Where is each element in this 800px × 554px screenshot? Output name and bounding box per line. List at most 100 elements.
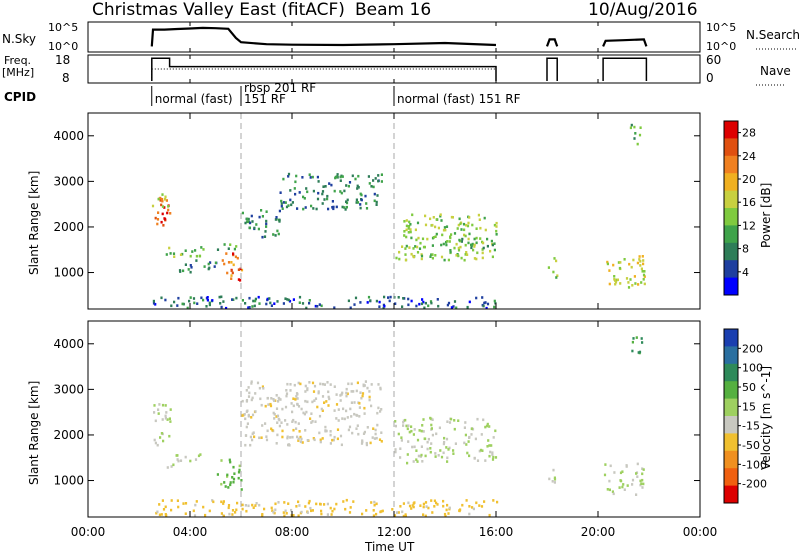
heat-cell [426, 440, 429, 444]
heat-cell [272, 233, 275, 236]
beam-label: Beam 16 [355, 0, 431, 20]
heat-cell [642, 482, 645, 486]
heat-cell [323, 198, 326, 201]
heat-cell [350, 390, 353, 393]
heat-cell [381, 509, 384, 513]
nsky-left-tick-bottom: 10^0 [48, 40, 78, 53]
heat-cell [333, 435, 336, 439]
heat-cell [483, 500, 486, 503]
heat-cell [629, 126, 632, 130]
colorbar-frame [723, 120, 739, 296]
heat-cell [355, 427, 358, 430]
heat-cell [376, 411, 379, 415]
heat-cell [157, 197, 160, 201]
heat-cell [445, 243, 448, 247]
heat-cell [307, 501, 310, 505]
heat-cell [173, 300, 176, 304]
nsky-frame [87, 21, 701, 53]
heat-cell [473, 243, 476, 247]
heat-cell [229, 243, 232, 246]
heat-cell [431, 256, 434, 260]
heat-cell [481, 449, 484, 452]
heat-cell [366, 301, 369, 304]
heat-cell [163, 206, 166, 209]
heat-cell [184, 263, 187, 266]
heat-cell [419, 504, 422, 507]
heat-cell [417, 236, 420, 240]
heat-cell [157, 211, 160, 214]
heat-cell [442, 228, 446, 232]
heat-cell [403, 230, 406, 233]
y-tick-label: 2000 [53, 220, 84, 234]
heat-cell [380, 431, 383, 434]
heat-cell [327, 207, 330, 211]
heat-cell [250, 382, 253, 385]
heat-cell [468, 216, 471, 219]
heat-cell [251, 396, 254, 400]
heat-cell [152, 302, 156, 305]
heat-cell [488, 444, 491, 447]
heat-cell [309, 176, 312, 179]
heat-cell [435, 432, 438, 436]
heat-cell [400, 436, 403, 439]
heat-cell [345, 205, 348, 209]
heat-cell [276, 229, 279, 233]
heat-cell [285, 205, 289, 209]
heat-cell [200, 296, 203, 300]
heat-cell [612, 492, 615, 496]
heat-cell [308, 381, 311, 384]
heat-cell [255, 223, 258, 226]
time-tick-label: 16:00 [479, 525, 514, 539]
heat-cell [311, 509, 314, 512]
heat-cell [287, 443, 290, 446]
heat-cell [230, 269, 233, 272]
heat-cell [302, 195, 305, 199]
heat-cell [494, 456, 498, 459]
heat-cell [366, 426, 369, 429]
heat-cell [317, 180, 320, 183]
heat-cell [547, 266, 550, 269]
heat-cell [492, 455, 495, 459]
colorbar-tick-label: 100 [742, 362, 763, 375]
heat-cell [278, 209, 281, 213]
heat-cell [410, 236, 413, 240]
heat-cell [642, 278, 645, 281]
heat-cell [464, 234, 467, 238]
heat-cell [484, 425, 487, 429]
heat-cell [408, 220, 411, 224]
heat-cell [340, 191, 343, 195]
heat-cell [493, 248, 496, 252]
heat-cell [623, 258, 626, 261]
heat-cell [223, 262, 226, 266]
colorbar-tick-label: 16 [742, 196, 756, 209]
colorbar-swatch [724, 416, 738, 434]
heat-cell [446, 456, 449, 460]
velocity-panel: 1000 2000 3000 4000 Slant Range [km] 200 100… [27, 320, 773, 518]
heat-cell [335, 175, 338, 179]
heat-cell [298, 504, 301, 507]
heat-cell [281, 407, 284, 411]
heat-cell [482, 304, 485, 308]
heat-cell [254, 504, 257, 507]
figure-title: Christmas Valley East (fitACF) [92, 0, 345, 20]
heat-cell [463, 233, 466, 237]
heat-cell [374, 428, 377, 432]
heat-cell [275, 407, 279, 410]
heat-cell [222, 514, 225, 518]
heat-cell [452, 452, 455, 455]
heat-cell [465, 499, 468, 502]
heat-cell [164, 414, 167, 418]
time-axis-label: Time UT [364, 540, 415, 554]
heat-cell [459, 508, 462, 511]
heat-cell [196, 302, 199, 305]
heat-cell [480, 505, 484, 508]
heat-cell [455, 242, 458, 246]
heat-cell [468, 232, 471, 236]
heat-cell [402, 297, 405, 300]
heat-cell [626, 484, 629, 487]
heat-cell [159, 199, 162, 202]
heat-cell [403, 220, 406, 223]
heat-cell [315, 207, 318, 211]
heat-cell [193, 514, 197, 517]
heat-cell [331, 206, 334, 209]
